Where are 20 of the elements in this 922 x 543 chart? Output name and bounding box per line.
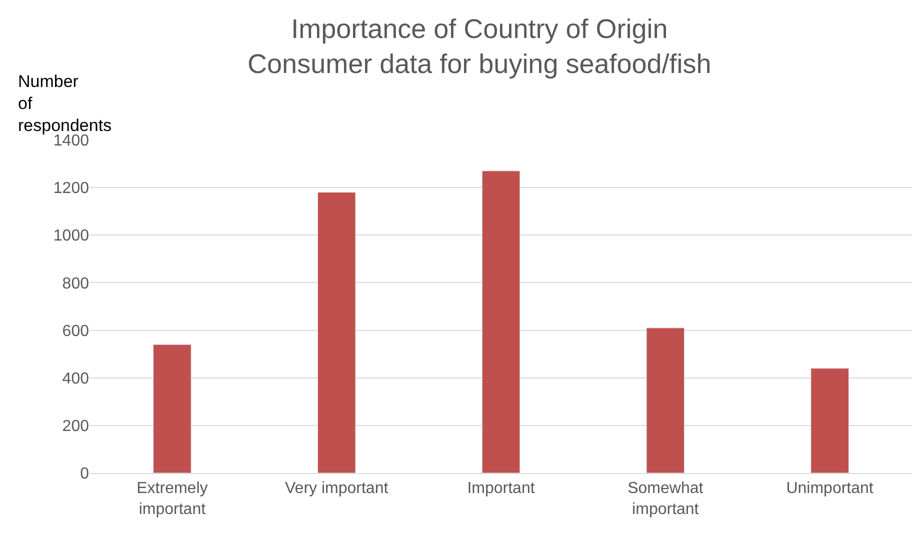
y-tick-label: 1400: [53, 132, 90, 150]
x-tick-label: Important: [467, 480, 536, 498]
y-tick-label: 1200: [53, 180, 90, 198]
x-tick-label: Unimportant: [786, 480, 874, 498]
y-tick-label: 1000: [53, 228, 90, 245]
y-tick-label: 600: [62, 322, 90, 340]
y-tick-label: 0: [80, 466, 90, 483]
bar: [153, 344, 192, 473]
bar: [317, 192, 356, 473]
x-tick-label: Extremely important: [136, 480, 208, 518]
bar: [810, 368, 849, 473]
x-tick-label: Somewhat important: [628, 480, 704, 518]
y-axis-title: Number of respondents: [18, 72, 112, 136]
bar: [482, 170, 520, 473]
x-tick-label: Very important: [285, 480, 389, 498]
y-tick-label: 400: [62, 370, 90, 388]
chart-title: Importance of Country of Origin Consumer data for buying seafood/fish: [248, 14, 712, 80]
y-tick-label: 800: [62, 275, 90, 292]
bar: [646, 328, 685, 473]
y-tick-label: 200: [62, 418, 90, 436]
